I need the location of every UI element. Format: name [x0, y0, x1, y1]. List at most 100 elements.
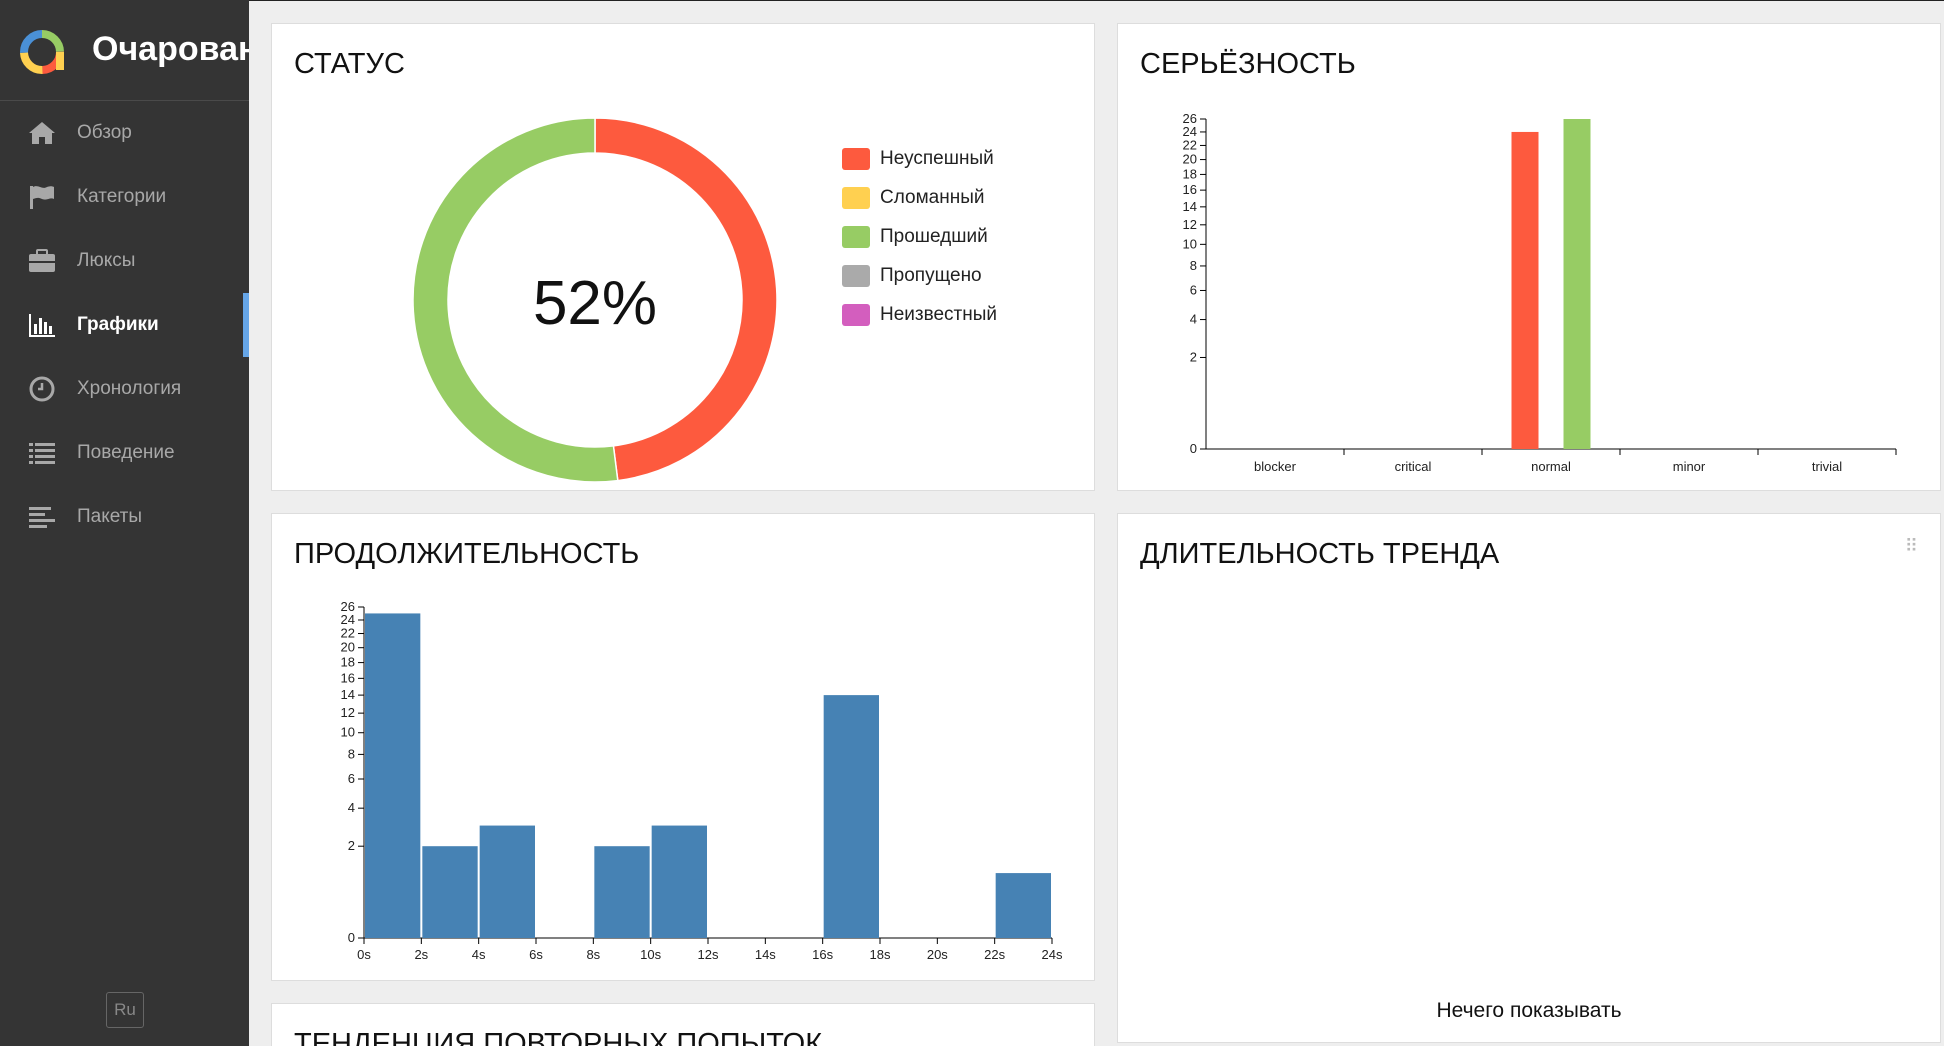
bar-chart-icon: [27, 310, 57, 340]
trend-title: ДЛИТЕЛЬНОСТЬ ТРЕНДА: [1140, 538, 1500, 570]
nav-item-suites[interactable]: Люксы: [0, 229, 249, 293]
x-tick-label: 12s: [698, 947, 719, 962]
x-tick-label: 24s: [1042, 947, 1063, 962]
y-tick-label: 10: [341, 725, 355, 740]
x-tick-label: 18s: [870, 947, 891, 962]
duration-widget: ПРОДОЛЖИТЕЛЬНОСТЬ 0 2 4 6 8 10 12 14 16 18 20 22 24 2…: [271, 513, 1095, 981]
legend-label: Прошедший: [880, 225, 988, 247]
y-tick-label: 0: [348, 930, 355, 945]
y-tick-label: 8: [348, 746, 355, 761]
language-button[interactable]: Ru: [106, 992, 144, 1028]
duration-bar-8[interactable]: [823, 695, 879, 938]
x-tick-label-normal: normal: [1531, 459, 1571, 474]
trend-empty-message: Нечего показывать: [1436, 999, 1622, 1022]
nav-item-behaviors[interactable]: Поведение: [0, 421, 249, 485]
y-tick-label: 6: [1190, 282, 1197, 297]
duration-title: ПРОДОЛЖИТЕЛЬНОСТЬ: [294, 538, 640, 570]
status-widget: СТАТУС 52% Неуспешный Сломанный Прошедши…: [271, 23, 1095, 491]
duration-bar-2[interactable]: [479, 825, 535, 938]
nav-item-categories[interactable]: Категории: [0, 165, 249, 229]
severity-bar-normal-1[interactable]: [1563, 119, 1591, 449]
y-tick-label: 22: [1183, 137, 1197, 152]
x-tick-label-blocker: blocker: [1254, 459, 1297, 474]
nav-item-label: Графики: [77, 314, 159, 335]
y-tick-label: 20: [341, 640, 355, 655]
donut-slice-Прошедший[interactable]: [412, 117, 619, 483]
nav-item-label: Обзор: [77, 122, 132, 143]
severity-title: СЕРЬЁЗНОСТЬ: [1140, 48, 1356, 80]
y-tick-label: 8: [1190, 258, 1197, 273]
briefcase-icon: [27, 246, 57, 276]
y-tick-label: 2: [348, 838, 355, 853]
y-tick-label: 26: [341, 599, 355, 614]
y-tick-label: 4: [348, 800, 355, 815]
duration-trend-widget: ДЛИТЕЛЬНОСТЬ ТРЕНДА ⠿ Нечего показывать: [1117, 513, 1941, 1043]
list-icon: [27, 438, 57, 468]
home-icon: [27, 118, 57, 148]
x-tick-label: 10s: [640, 947, 661, 962]
nav-item-label: Поведение: [77, 442, 175, 463]
status-percent: 52%: [533, 269, 657, 338]
y-tick-label: 16: [1183, 182, 1197, 197]
severity-bar-normal-0[interactable]: [1511, 131, 1539, 449]
nav-item-label: Пакеты: [77, 506, 143, 527]
legend-swatch: [842, 264, 870, 287]
legend-swatch: [842, 186, 870, 209]
y-tick-label: 10: [1183, 236, 1197, 251]
brand[interactable]: Очарован: [0, 0, 249, 101]
duration-bar-5[interactable]: [651, 825, 707, 938]
legend-label: Пропущено: [880, 264, 982, 286]
nav-item-overview[interactable]: Обзор: [0, 101, 249, 165]
legend-swatch: [842, 147, 870, 170]
nav-item-timeline[interactable]: Хронология: [0, 357, 249, 421]
y-tick-label: 14: [341, 687, 355, 702]
status-title: СТАТУС: [294, 48, 405, 80]
x-tick-label-trivial: trivial: [1812, 459, 1842, 474]
sidebar: Очарован Обзор Категории Люксы Графики: [0, 0, 249, 1046]
nav-item-label: Хронология: [77, 378, 182, 399]
app-title: Очарован: [92, 30, 249, 68]
status-legend: Неуспешный Сломанный Прошедший Пропущено…: [842, 139, 997, 334]
duration-bar-0[interactable]: [365, 613, 421, 938]
retries-trend-widget: ТЕНДЕНЦИЯ ПОВТОРНЫХ ПОПЫТОК: [271, 1003, 1095, 1046]
legend-label: Неизвестный: [880, 303, 998, 325]
x-tick-label: 2s: [414, 947, 428, 962]
y-tick-label: 12: [341, 705, 355, 720]
legend-item-broken[interactable]: Сломанный: [842, 178, 997, 217]
flag-icon: [27, 182, 57, 212]
clock-icon: [27, 374, 57, 404]
duration-bar-11[interactable]: [995, 873, 1051, 938]
main-content: СТАТУС 52% Неуспешный Сломанный Прошедши…: [249, 0, 1944, 1046]
donut-slice-Неуспешный[interactable]: [594, 117, 778, 482]
y-tick-label: 18: [341, 655, 355, 670]
legend-item-failed[interactable]: Неуспешный: [842, 139, 997, 178]
duration-bar-4[interactable]: [594, 846, 650, 938]
allure-logo-icon: [20, 30, 64, 74]
y-tick-label: 24: [341, 612, 355, 627]
x-tick-label: 0s: [357, 947, 371, 962]
y-tick-label: 14: [1183, 199, 1197, 214]
legend-item-passed[interactable]: Прошедший: [842, 217, 997, 256]
nav-item-label: Категории: [77, 186, 167, 207]
y-tick-label: 0: [1190, 441, 1197, 456]
x-tick-label: 20s: [927, 947, 948, 962]
y-tick-label: 4: [1190, 312, 1197, 327]
y-tick-label: 2: [1190, 349, 1197, 364]
legend-label: Неуспешный: [880, 147, 994, 169]
x-tick-label: 22s: [984, 947, 1005, 962]
legend-label: Сломанный: [880, 186, 985, 208]
x-tick-label: 8s: [586, 947, 600, 962]
x-tick-label: 16s: [812, 947, 833, 962]
legend-item-skipped[interactable]: Пропущено: [842, 256, 997, 295]
legend-item-unknown[interactable]: Неизвестный: [842, 295, 997, 334]
y-tick-label: 24: [1183, 124, 1197, 139]
drag-handle-icon[interactable]: ⠿: [1904, 536, 1918, 556]
nav-item-graphs[interactable]: Графики: [0, 293, 249, 357]
duration-bar-1[interactable]: [422, 846, 478, 938]
nav-item-packages[interactable]: Пакеты: [0, 485, 249, 549]
nav-item-label: Люксы: [77, 250, 136, 271]
y-tick-label: 12: [1183, 217, 1197, 232]
x-tick-label: 14s: [755, 947, 776, 962]
y-tick-label: 22: [341, 626, 355, 641]
